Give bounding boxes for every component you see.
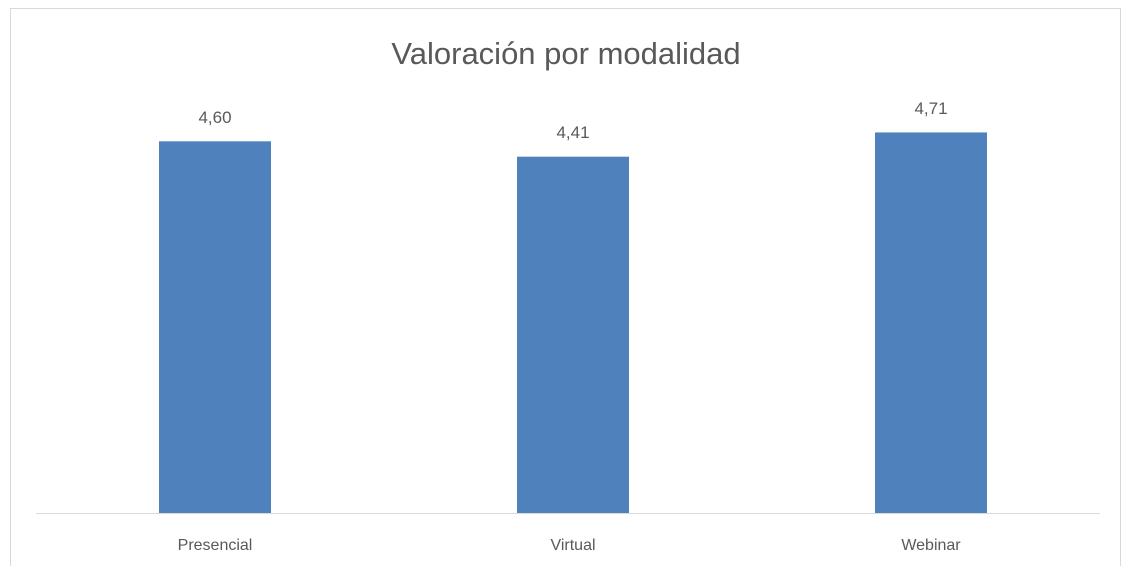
data-label: 4,60 — [198, 108, 231, 127]
x-tick-label: Webinar — [901, 537, 961, 554]
bar — [159, 141, 271, 513]
data-label: 4,41 — [556, 123, 589, 142]
x-tick-label: Presencial — [178, 537, 253, 554]
chart-title: Valoración por modalidad — [391, 36, 740, 71]
bar — [875, 132, 987, 513]
x-tick-label: Virtual — [550, 537, 595, 554]
data-label: 4,71 — [914, 99, 947, 118]
bar — [517, 156, 629, 513]
